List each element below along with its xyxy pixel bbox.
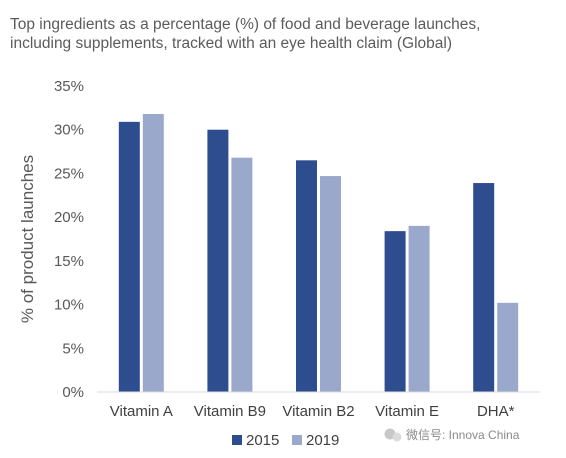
bar-2015-4 — [473, 183, 495, 392]
legend-swatch-2019 — [292, 435, 302, 445]
y-axis-ticks: 0% 5% 10% 15% 20% 25% 30% 35% — [54, 78, 84, 401]
legend-label: 2019 — [306, 432, 339, 449]
x-axis-categories: Vitamin A Vitamin B9 Vitamin B2 Vitamin E DH… — [110, 403, 515, 420]
bar-2019-0 — [142, 113, 164, 392]
y-tick-label: 30% — [54, 122, 84, 139]
bar-2015-0 — [118, 121, 140, 393]
bar-2019-1 — [231, 157, 253, 392]
x-category-label: Vitamin B2 — [282, 403, 354, 420]
y-tick-label: 15% — [54, 253, 84, 270]
wechat-icon — [384, 428, 402, 442]
y-tick-label: 20% — [54, 209, 84, 226]
bar-2015-3 — [384, 231, 406, 392]
bar-2015-2 — [296, 160, 317, 392]
legend-label: 2015 — [246, 432, 279, 449]
y-tick-label: 0% — [62, 384, 84, 401]
legend-swatch-2015 — [232, 435, 242, 445]
bar-2019-4 — [497, 302, 519, 392]
y-tick-label: 10% — [54, 297, 84, 314]
bar-2019-3 — [408, 225, 430, 392]
y-axis-label: % of product launches — [18, 155, 37, 323]
bar-2019-2 — [320, 176, 341, 392]
chart-title-line-1: Top ingredients as a percentage (%) of f… — [10, 16, 480, 33]
legend: 2015 2019 — [232, 432, 339, 449]
x-category-label: Vitamin A — [110, 403, 173, 420]
bars — [118, 113, 519, 393]
y-tick-label: 25% — [54, 165, 84, 182]
bar-2015-1 — [207, 129, 229, 392]
chart-title: Top ingredients as a percentage (%) of f… — [10, 16, 480, 52]
watermark-text: 微信号: Innova China — [406, 428, 520, 442]
x-category-label: Vitamin B9 — [194, 403, 266, 420]
x-category-label: Vitamin E — [375, 403, 439, 420]
y-tick-label: 5% — [62, 340, 84, 357]
x-category-label: DHA* — [477, 403, 515, 420]
watermark: 微信号: Innova China — [384, 428, 520, 442]
chart-title-line-2: including supplements, tracked with an e… — [10, 35, 452, 52]
y-tick-label: 35% — [54, 78, 84, 95]
